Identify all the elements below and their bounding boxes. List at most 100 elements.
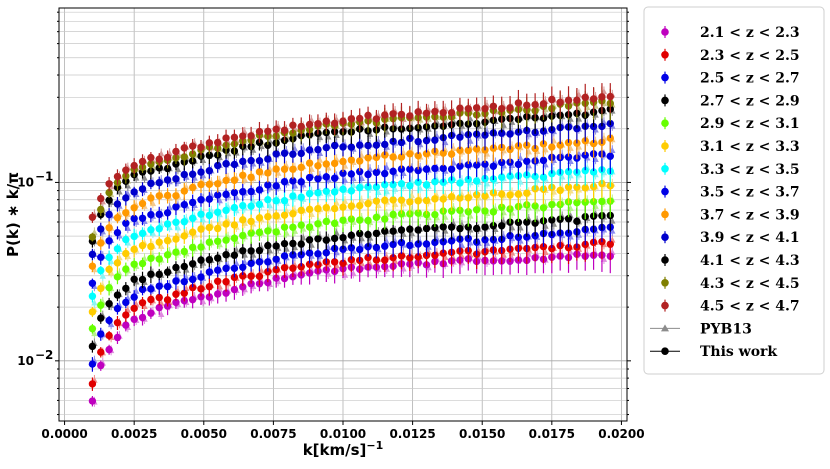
this-work-point — [539, 204, 548, 212]
this-work-point — [422, 109, 431, 117]
this-work-point — [414, 226, 422, 234]
this-work-point — [214, 208, 222, 216]
this-work-point — [330, 258, 339, 266]
this-work-point — [113, 291, 122, 299]
this-work-point — [330, 188, 339, 196]
this-work-point — [214, 180, 222, 188]
this-work-point — [581, 151, 589, 159]
x-axis: 0.0000 0.0025 0.0050 0.0075 0.0100 0.0125 0.01… — [41, 421, 645, 441]
this-work-point — [172, 192, 180, 200]
legend-entry: 3.3 < z < 3.5 — [700, 162, 800, 178]
pyb13-triangle — [99, 272, 106, 279]
this-work-point — [105, 345, 113, 354]
this-work-point — [272, 265, 280, 274]
this-work-point — [506, 232, 514, 240]
this-work-point — [214, 224, 222, 233]
this-work-point — [589, 139, 598, 148]
this-work-point — [389, 227, 397, 235]
this-work-point — [180, 262, 188, 271]
this-work-point — [255, 246, 264, 255]
this-work-point — [389, 167, 397, 176]
this-work-point — [247, 229, 255, 237]
this-work-point — [339, 259, 347, 267]
this-work-point — [314, 175, 322, 183]
legend-marker — [661, 96, 669, 105]
this-work-point — [414, 209, 422, 217]
this-work-point — [105, 283, 113, 292]
this-work-point — [406, 165, 414, 173]
this-work-point — [180, 170, 188, 179]
this-work-point — [188, 243, 197, 252]
this-work-point — [97, 314, 105, 322]
this-work-point — [264, 212, 272, 221]
this-work-point — [88, 213, 97, 221]
this-work-point — [113, 172, 122, 181]
this-work-point — [489, 162, 498, 170]
this-work-point — [147, 153, 155, 162]
this-work-point — [447, 207, 456, 215]
this-work-point — [422, 224, 431, 233]
this-work-point — [514, 190, 523, 198]
pyb13-triangle — [91, 299, 98, 306]
this-work-point — [105, 196, 113, 204]
this-work-point — [305, 223, 314, 231]
this-work-point — [464, 175, 472, 184]
this-work-point — [247, 280, 255, 288]
this-work-point — [138, 285, 147, 294]
this-work-point — [447, 150, 456, 158]
this-work-point — [297, 221, 305, 229]
this-work-point — [330, 204, 339, 213]
this-work-point — [356, 216, 364, 224]
this-work-point — [356, 183, 364, 192]
this-work-point — [280, 223, 289, 231]
this-work-point — [130, 232, 138, 241]
this-work-point — [289, 121, 297, 129]
this-work-point — [264, 155, 272, 163]
this-work-point — [230, 176, 239, 184]
this-work-point — [197, 273, 205, 281]
this-work-point — [556, 141, 564, 149]
this-work-point — [356, 141, 364, 149]
this-work-point — [130, 245, 138, 254]
this-work-point — [280, 252, 289, 260]
this-work-point — [222, 220, 230, 228]
this-work-point — [113, 245, 122, 253]
this-work-point — [514, 99, 523, 107]
this-work-point — [147, 270, 155, 278]
this-work-point — [105, 253, 113, 262]
this-work-point — [372, 197, 381, 205]
this-work-point — [255, 214, 264, 222]
this-work-point — [339, 185, 347, 193]
this-work-point — [589, 95, 598, 103]
this-work-point — [289, 165, 297, 173]
this-work-point — [188, 275, 197, 284]
this-work-point — [447, 193, 456, 201]
this-work-point — [155, 270, 163, 279]
this-work-point — [147, 254, 155, 263]
this-work-point — [481, 236, 489, 244]
this-work-point — [397, 252, 406, 260]
this-work-point — [381, 140, 389, 149]
legend-entry: 3.9 < z < 4.1 — [700, 230, 800, 246]
this-work-point — [188, 198, 197, 207]
this-work-point — [105, 316, 113, 325]
x-tick-label: 0.0150 — [459, 427, 505, 441]
this-work-point — [305, 146, 314, 154]
this-work-point — [205, 293, 214, 301]
this-work-point — [372, 141, 381, 149]
this-work-point — [481, 160, 489, 168]
this-work-point — [305, 260, 314, 268]
this-work-point — [447, 223, 456, 231]
this-work-point — [97, 225, 105, 233]
this-work-point — [88, 397, 97, 405]
this-work-point — [297, 193, 305, 201]
this-work-point — [130, 315, 138, 323]
y-axis-label: P(k) ∗ k/π — [4, 172, 22, 257]
this-work-point — [314, 189, 322, 197]
legend-entry: 2.1 < z < 2.3 — [700, 25, 800, 41]
legend-marker — [661, 187, 669, 196]
this-work-point — [472, 206, 481, 214]
this-work-point — [322, 117, 330, 125]
legend-entry: 2.5 < z < 2.7 — [700, 71, 800, 87]
this-work-point — [506, 104, 514, 112]
